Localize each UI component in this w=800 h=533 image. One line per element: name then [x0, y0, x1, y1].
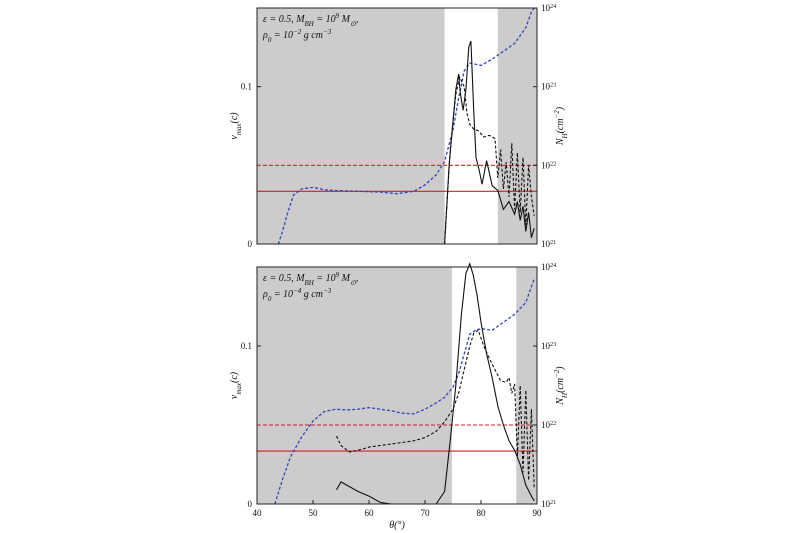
annotation-1-0: ε = 0.5, MBH = 109 M⊙,: [263, 271, 358, 287]
xtick-label-1-4: 80: [477, 508, 487, 518]
ytick-label-right-0-3: 1024: [541, 3, 557, 14]
ytick-label-right-1-1: 1022: [541, 420, 556, 431]
plot-frame-1: [256, 266, 538, 505]
series-line-0-0: [277, 7, 535, 245]
ytick-label-left-0-1: 0.1: [241, 82, 252, 92]
plot-frame-0: [256, 7, 538, 245]
ytick-label-left-1-0: 0: [248, 499, 253, 509]
ylabel-left-1: vmax(c): [229, 371, 243, 399]
shaded-region-1-0: [257, 267, 452, 504]
annotation-0-0: ε = 0.5, MBH = 109 M⊙,: [263, 12, 358, 28]
xtick-label-1-0: 40: [253, 508, 263, 518]
ylabel-right-1: NH(cm−2): [553, 366, 569, 406]
annotation-0-1: ρ0 = 10−2 g cm−3: [262, 28, 332, 44]
ytick-label-left-0-0: 0: [248, 239, 253, 249]
ylabel-right-0: NH(cm−2): [553, 106, 569, 146]
xlabel-1: θ(°): [389, 520, 405, 531]
ytick-label-right-1-2: 1023: [541, 341, 556, 352]
ytick-label-left-1-1: 0.1: [241, 341, 252, 351]
ylabel-left-0: vmax(c): [229, 112, 243, 140]
xtick-label-1-3: 70: [421, 508, 431, 518]
shaded-region-1-1: [516, 267, 537, 504]
series-line-1-1: [336, 262, 535, 505]
series-line-0-2: [444, 75, 535, 245]
xtick-label-1-2: 60: [365, 508, 375, 518]
ytick-label-right-1-3: 1024: [541, 262, 557, 273]
ytick-label-right-0-2: 1023: [541, 81, 556, 92]
series-line-0-1: [444, 40, 535, 245]
ytick-label-right-1-0: 1021: [541, 499, 556, 510]
ytick-label-right-0-1: 1022: [541, 160, 556, 171]
xtick-label-1-1: 50: [309, 508, 319, 518]
xtick-label-1-5: 90: [533, 508, 543, 518]
shaded-region-0-0: [257, 8, 445, 244]
series-line-1-2: [336, 329, 535, 489]
annotation-1-1: ρ0 = 10−4 g cm−3: [262, 287, 332, 303]
ytick-label-right-0-0: 1021: [541, 239, 556, 250]
